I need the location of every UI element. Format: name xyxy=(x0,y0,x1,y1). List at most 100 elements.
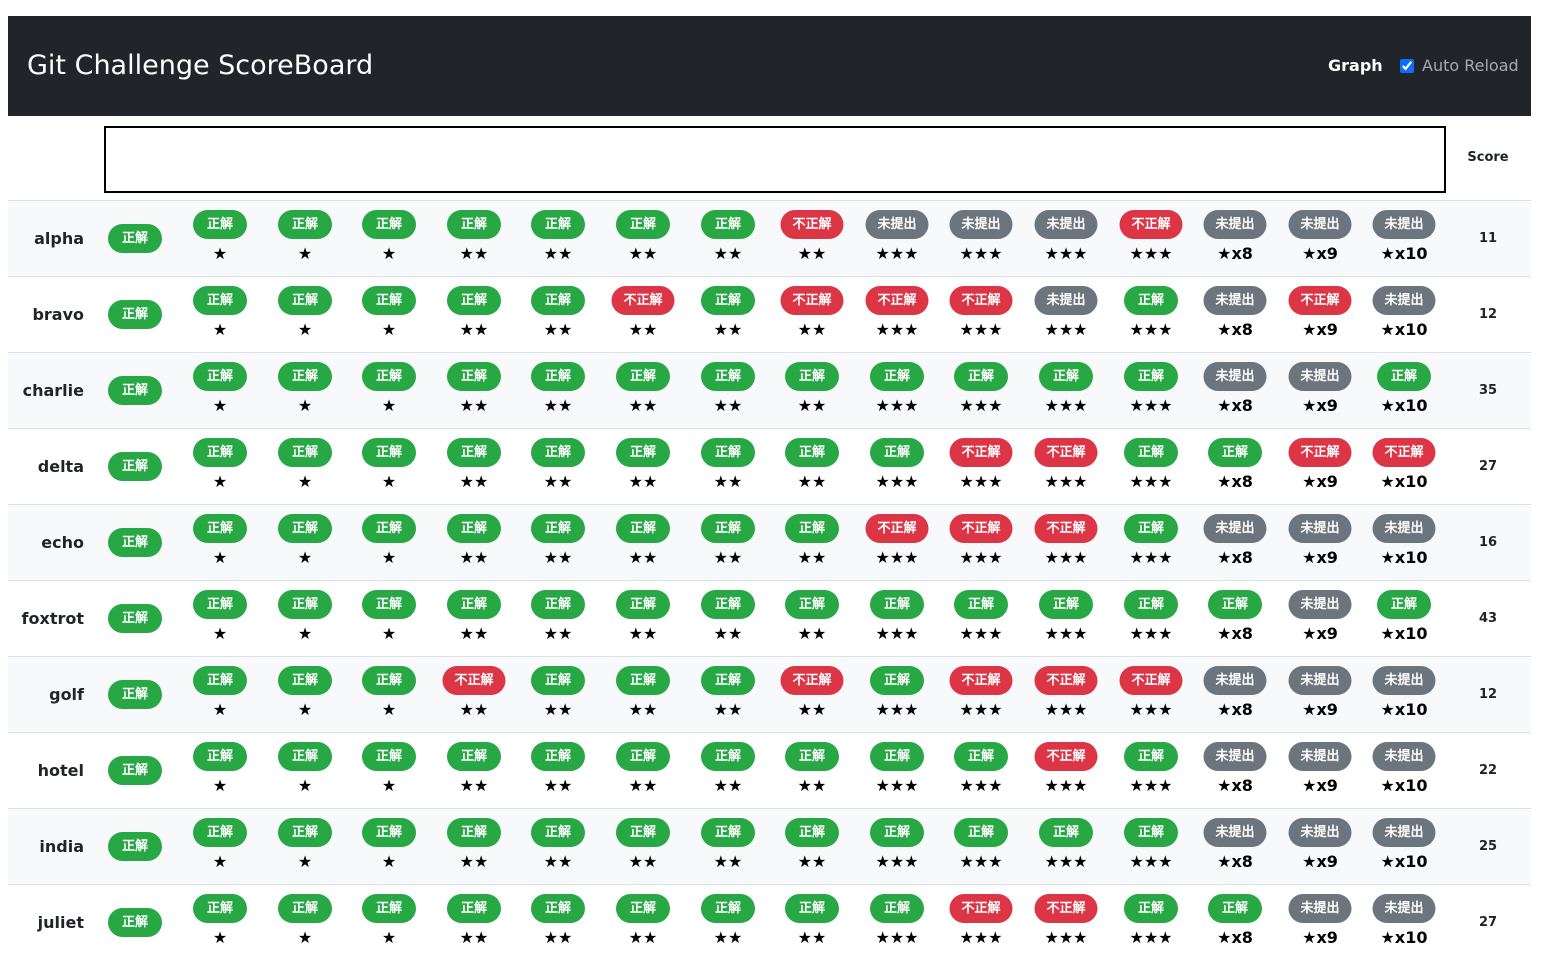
status-badge[interactable]: 正解 xyxy=(361,514,417,543)
status-badge[interactable]: 正解 xyxy=(192,438,248,467)
status-badge[interactable]: 未提出 xyxy=(1288,818,1352,847)
status-badge[interactable]: 正解 xyxy=(530,438,586,467)
status-badge[interactable]: 正解 xyxy=(530,210,586,239)
status-badge[interactable]: 正解 xyxy=(192,362,248,391)
status-badge[interactable]: 正解 xyxy=(1376,362,1432,391)
status-badge[interactable]: 正解 xyxy=(361,438,417,467)
status-badge[interactable]: 正解 xyxy=(361,666,417,695)
status-badge[interactable]: 正解 xyxy=(361,590,417,619)
status-badge[interactable]: 未提出 xyxy=(1372,894,1436,923)
status-badge[interactable]: 正解 xyxy=(192,590,248,619)
status-badge[interactable]: 不正解 xyxy=(949,438,1013,467)
status-badge[interactable]: 不正解 xyxy=(1034,514,1098,543)
status-badge[interactable]: 正解 xyxy=(530,590,586,619)
status-badge[interactable]: 正解 xyxy=(530,286,586,315)
status-badge[interactable]: 不正解 xyxy=(949,894,1013,923)
status-badge[interactable]: 正解 xyxy=(1207,894,1263,923)
status-badge[interactable]: 正解 xyxy=(192,286,248,315)
status-badge[interactable]: 正解 xyxy=(530,362,586,391)
status-badge[interactable]: 正解 xyxy=(1123,438,1179,467)
status-badge[interactable]: 正解 xyxy=(107,224,163,253)
status-badge[interactable]: 正解 xyxy=(615,362,671,391)
status-badge[interactable]: 正解 xyxy=(192,666,248,695)
status-badge[interactable]: 正解 xyxy=(446,818,502,847)
status-badge[interactable]: 正解 xyxy=(192,210,248,239)
status-badge[interactable]: 正解 xyxy=(1038,590,1094,619)
status-badge[interactable]: 正解 xyxy=(277,210,333,239)
status-badge[interactable]: 不正解 xyxy=(1288,286,1352,315)
status-badge[interactable]: 正解 xyxy=(107,832,163,861)
status-badge[interactable]: 正解 xyxy=(615,742,671,771)
status-badge[interactable]: 正解 xyxy=(1038,362,1094,391)
status-badge[interactable]: 正解 xyxy=(700,438,756,467)
status-badge[interactable]: 正解 xyxy=(1123,742,1179,771)
status-badge[interactable]: 未提出 xyxy=(949,210,1013,239)
status-badge[interactable]: 正解 xyxy=(361,742,417,771)
status-badge[interactable]: 正解 xyxy=(784,894,840,923)
status-badge[interactable]: 不正解 xyxy=(865,514,929,543)
status-badge[interactable]: 未提出 xyxy=(1372,818,1436,847)
status-badge[interactable]: 正解 xyxy=(446,742,502,771)
status-badge[interactable]: 正解 xyxy=(953,590,1009,619)
status-badge[interactable]: 正解 xyxy=(1123,286,1179,315)
status-badge[interactable]: 不正解 xyxy=(780,210,844,239)
status-badge[interactable]: 正解 xyxy=(784,514,840,543)
status-badge[interactable]: 正解 xyxy=(869,742,925,771)
status-badge[interactable]: 正解 xyxy=(277,438,333,467)
status-badge[interactable]: 正解 xyxy=(784,590,840,619)
status-badge[interactable]: 未提出 xyxy=(1372,514,1436,543)
status-badge[interactable]: 正解 xyxy=(361,818,417,847)
status-badge[interactable]: 不正解 xyxy=(1119,666,1183,695)
status-badge[interactable]: 未提出 xyxy=(1203,362,1267,391)
status-badge[interactable]: 正解 xyxy=(277,818,333,847)
status-badge[interactable]: 正解 xyxy=(446,590,502,619)
status-badge[interactable]: 未提出 xyxy=(865,210,929,239)
status-badge[interactable]: 正解 xyxy=(192,894,248,923)
status-badge[interactable]: 不正解 xyxy=(780,666,844,695)
status-badge[interactable]: 正解 xyxy=(530,818,586,847)
status-badge[interactable]: 不正解 xyxy=(1034,894,1098,923)
status-badge[interactable]: 正解 xyxy=(700,894,756,923)
status-badge[interactable]: 正解 xyxy=(700,666,756,695)
status-badge[interactable]: 未提出 xyxy=(1372,210,1436,239)
status-badge[interactable]: 正解 xyxy=(784,818,840,847)
status-badge[interactable]: 正解 xyxy=(1376,590,1432,619)
status-badge[interactable]: 正解 xyxy=(784,362,840,391)
status-badge[interactable]: 正解 xyxy=(869,894,925,923)
status-badge[interactable]: 未提出 xyxy=(1288,742,1352,771)
status-badge[interactable]: 正解 xyxy=(277,514,333,543)
status-badge[interactable]: 正解 xyxy=(700,286,756,315)
auto-reload-toggle[interactable]: Auto Reload xyxy=(1400,56,1519,76)
status-badge[interactable]: 不正解 xyxy=(949,286,1013,315)
status-badge[interactable]: 正解 xyxy=(446,210,502,239)
status-badge[interactable]: 正解 xyxy=(615,210,671,239)
status-badge[interactable]: 正解 xyxy=(700,362,756,391)
status-badge[interactable]: 未提出 xyxy=(1203,210,1267,239)
status-badge[interactable]: 正解 xyxy=(953,362,1009,391)
status-badge[interactable]: 正解 xyxy=(277,894,333,923)
status-badge[interactable]: 正解 xyxy=(277,362,333,391)
status-badge[interactable]: 正解 xyxy=(700,818,756,847)
status-badge[interactable]: 正解 xyxy=(530,894,586,923)
status-badge[interactable]: 正解 xyxy=(446,438,502,467)
status-badge[interactable]: 正解 xyxy=(530,514,586,543)
status-badge[interactable]: 正解 xyxy=(615,818,671,847)
status-badge[interactable]: 正解 xyxy=(277,742,333,771)
status-badge[interactable]: 正解 xyxy=(107,756,163,785)
status-badge[interactable]: 不正解 xyxy=(949,666,1013,695)
status-badge[interactable]: 正解 xyxy=(107,908,163,937)
status-badge[interactable]: 正解 xyxy=(869,818,925,847)
status-badge[interactable]: 正解 xyxy=(700,590,756,619)
status-badge[interactable]: 正解 xyxy=(361,210,417,239)
status-badge[interactable]: 正解 xyxy=(107,680,163,709)
status-badge[interactable]: 正解 xyxy=(192,818,248,847)
status-badge[interactable]: 正解 xyxy=(277,590,333,619)
status-badge[interactable]: 正解 xyxy=(446,514,502,543)
status-badge[interactable]: 未提出 xyxy=(1288,666,1352,695)
status-badge[interactable]: 正解 xyxy=(615,438,671,467)
status-badge[interactable]: 正解 xyxy=(615,894,671,923)
status-badge[interactable]: 不正解 xyxy=(865,286,929,315)
status-badge[interactable]: 未提出 xyxy=(1203,286,1267,315)
status-badge[interactable]: 正解 xyxy=(1207,438,1263,467)
status-badge[interactable]: 正解 xyxy=(615,590,671,619)
